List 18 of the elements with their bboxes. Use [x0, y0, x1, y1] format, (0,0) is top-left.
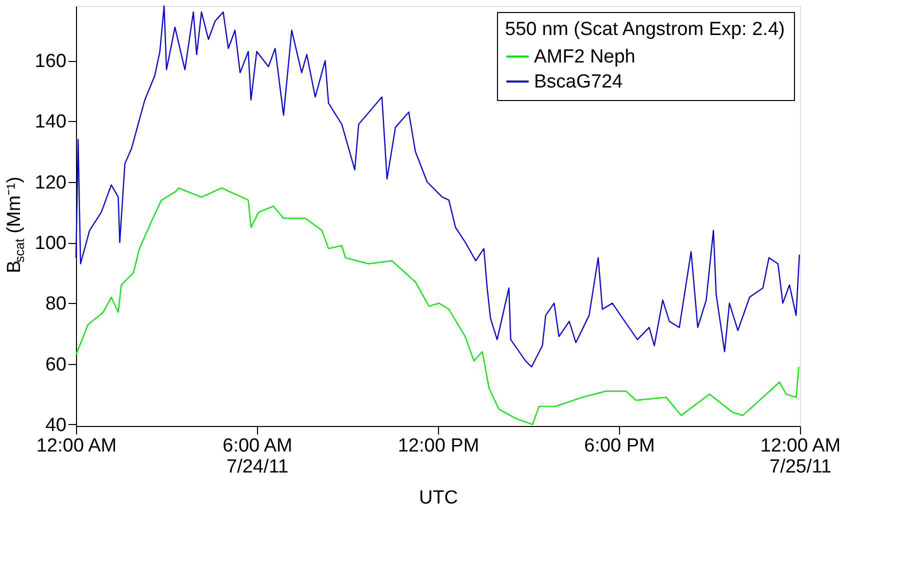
y-tick-label: 120: [34, 172, 66, 194]
x-tick-label: 12:00 AM 7/25/11: [760, 436, 841, 478]
y-tick-label: 40: [45, 414, 66, 436]
y-tick-label: 100: [34, 233, 66, 254]
y-tick-label: 160: [34, 51, 66, 72]
legend-label: AMF2 Neph: [534, 46, 636, 68]
x-tick-label: 6:00 AM 7/24/11: [222, 436, 292, 478]
x-axis-title: UTC: [418, 488, 458, 508]
y-axis-title: Bscat (Mm⁻¹): [4, 176, 27, 274]
x-tick-label: 6:00 PM: [584, 436, 655, 456]
y-tick-label: 80: [45, 294, 66, 315]
line-series: [75, 5, 800, 368]
y-tick-label: 60: [45, 354, 66, 376]
x-tick-label: 12:00 PM: [398, 436, 480, 456]
legend-title: 550 nm (Scat Angstrom Exp: 2.4): [505, 19, 785, 40]
y-tick-label: 140: [34, 112, 66, 133]
x-tick-label: 12:00 AM: [36, 436, 117, 456]
legend-label: BscaG724: [534, 72, 624, 92]
